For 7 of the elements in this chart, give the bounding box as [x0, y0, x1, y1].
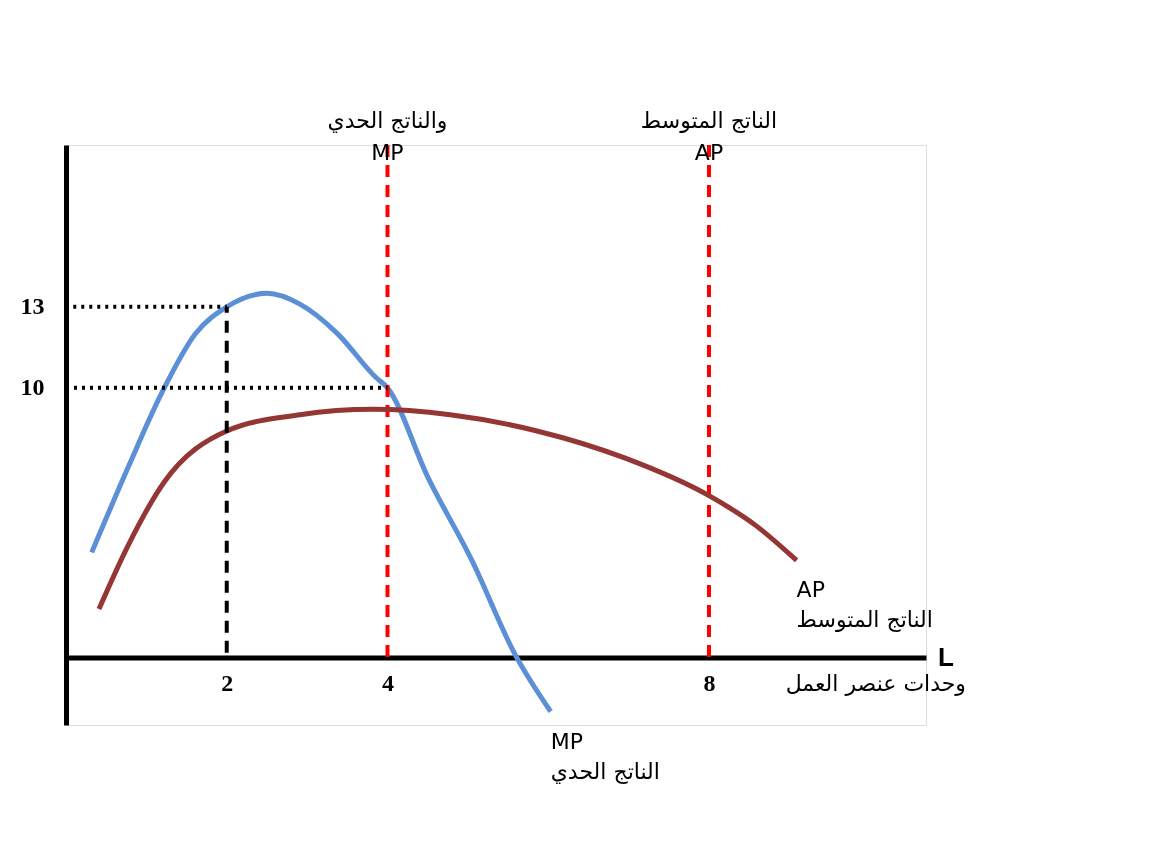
x-axis-title: L	[938, 641, 954, 672]
x-tick-label: 8	[703, 670, 716, 697]
annotation: وحدات عنصر العمل	[785, 670, 966, 696]
y-tick-label: 13	[20, 293, 45, 320]
x-tick-label: 2	[221, 670, 234, 697]
y-tick-label: 10	[20, 374, 45, 401]
x-tick-label: 4	[382, 670, 394, 697]
